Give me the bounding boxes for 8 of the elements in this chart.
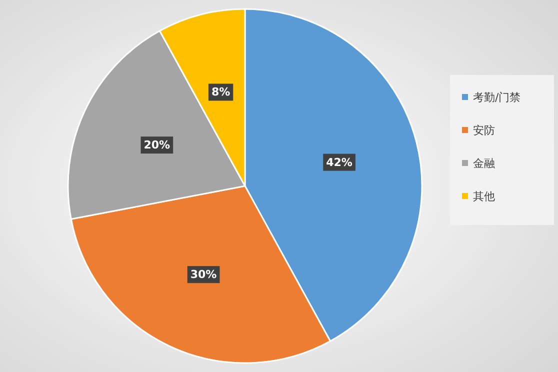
legend-label: 金融	[473, 157, 495, 170]
data-label: 20%	[144, 138, 170, 152]
data-label: 30%	[190, 268, 217, 282]
data-label: 42%	[326, 156, 352, 169]
legend-label: 安防	[473, 124, 495, 137]
slice-label: 考勤/门禁	[473, 91, 521, 104]
legend-label: 其他	[473, 190, 495, 203]
data-label: 8%	[211, 86, 230, 99]
